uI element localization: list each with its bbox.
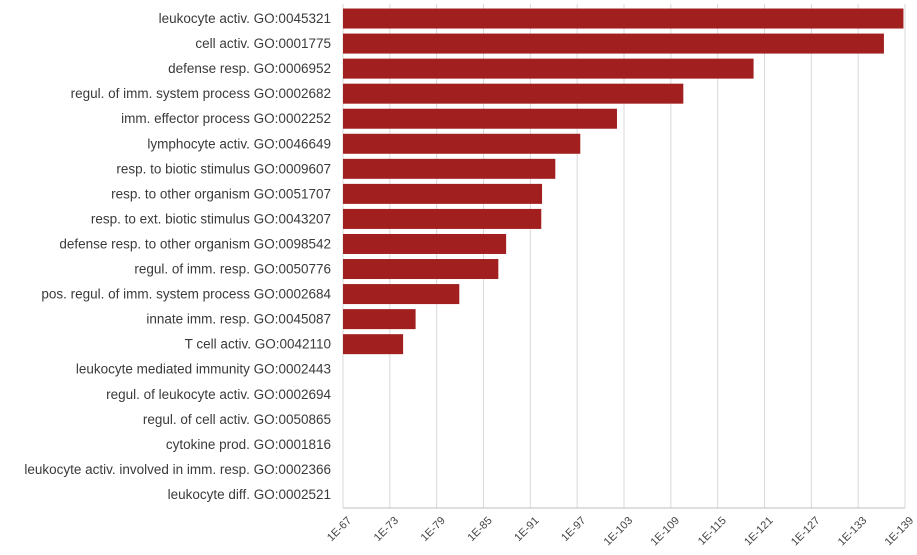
- bar: [343, 183, 543, 204]
- category-label: leukocyte activ. involved in imm. resp. …: [24, 462, 331, 477]
- category-label: regul. of imm. resp. GO:0050776: [134, 262, 331, 277]
- x-tick-label: 1E-103: [602, 515, 636, 549]
- category-label: T cell activ. GO:0042110: [185, 337, 331, 352]
- bar: [343, 284, 460, 305]
- bar: [343, 33, 884, 54]
- category-label: regul. of imm. system process GO:0002682: [71, 86, 331, 101]
- bar: [343, 259, 499, 280]
- bar: [343, 133, 581, 154]
- bar: [343, 108, 617, 129]
- x-tick-label: 1E-133: [836, 515, 870, 549]
- bar: [343, 158, 556, 179]
- bar: [343, 233, 507, 254]
- category-label: defense resp. to other organism GO:00985…: [59, 236, 331, 251]
- category-label: leukocyte activ. GO:0045321: [159, 11, 331, 26]
- category-labels: leukocyte activ. GO:0045321 cell activ. G…: [24, 11, 331, 502]
- bar: [343, 334, 404, 355]
- x-tick-label: 1E-121: [742, 515, 776, 549]
- x-tick-label: 1E-73: [372, 515, 401, 544]
- category-label: leukocyte mediated immunity GO:0002443: [76, 362, 331, 377]
- category-label: leukocyte diff. GO:0002521: [168, 487, 331, 502]
- category-label: resp. to ext. biotic stimulus GO:0043207: [91, 211, 331, 226]
- bar: [343, 58, 754, 79]
- category-label: cell activ. GO:0001775: [195, 36, 331, 51]
- bars: [343, 8, 904, 355]
- x-tick-label: 1E-85: [465, 515, 494, 544]
- category-label: imm. effector process GO:0002252: [121, 111, 331, 126]
- bar: [343, 8, 904, 29]
- category-label: resp. to biotic stimulus GO:0009607: [116, 161, 331, 176]
- category-label: innate imm. resp. GO:0045087: [146, 312, 331, 327]
- category-label: resp. to other organism GO:0051707: [111, 186, 331, 201]
- bar: [343, 208, 542, 229]
- x-tick-label: 1E-79: [419, 515, 448, 544]
- category-label: cytokine prod. GO:0001816: [166, 437, 331, 452]
- x-tick-label: 1E-91: [512, 515, 541, 544]
- category-label: regul. of leukocyte activ. GO:0002694: [106, 387, 331, 402]
- category-label: defense resp. GO:0006952: [168, 61, 331, 76]
- bar: [343, 83, 684, 104]
- category-label: pos. regul. of imm. system process GO:00…: [41, 287, 331, 302]
- category-label: lymphocyte activ. GO:0046649: [147, 136, 331, 151]
- gridlines: [342, 4, 906, 508]
- x-tick-label: 1E-127: [789, 515, 823, 549]
- x-tick-label: 1E-109: [648, 515, 682, 549]
- x-tick-label: 1E-97: [559, 515, 588, 544]
- category-label: regul. of cell activ. GO:0050865: [143, 412, 331, 427]
- tick-labels: 1E-67 1E-73 1E-79 1E-85 1E-91 1E-97 1E-103 1E-1…: [325, 515, 916, 549]
- x-tick-label: 1E-67: [325, 515, 354, 544]
- x-tick-label: 1E-139: [883, 515, 917, 549]
- bar: [343, 309, 416, 330]
- x-tick-label: 1E-115: [696, 515, 729, 548]
